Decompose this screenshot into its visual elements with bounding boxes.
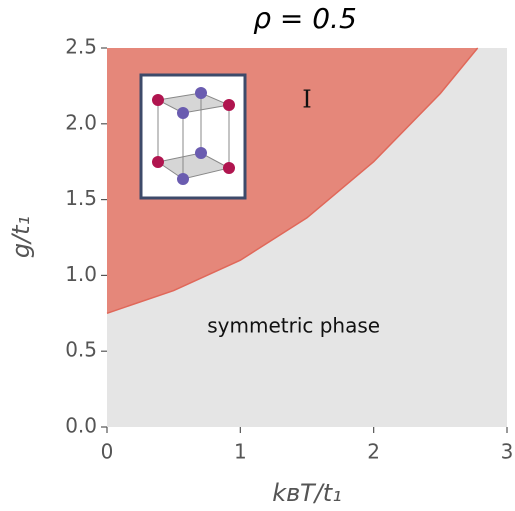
- y-tick-label: 2.0: [65, 110, 97, 134]
- x-tick-label: 3: [501, 440, 514, 464]
- chart-title: ρ = 0.5: [253, 2, 357, 35]
- x-tick-label: 2: [367, 440, 380, 464]
- crystal-inset: [139, 73, 247, 200]
- plot-area: [106, 47, 507, 427]
- y-tick-label: 0.5: [65, 338, 97, 362]
- y-tick-label: 2.5: [65, 35, 97, 59]
- y-tick-label: 1.0: [65, 262, 97, 286]
- x-tick-label: 0: [101, 440, 114, 464]
- annotation: I: [302, 86, 311, 114]
- x-axis-label: kʙT/t₁: [272, 479, 342, 507]
- y-axis-label: g/t₁: [7, 216, 35, 258]
- annotation: symmetric phase: [207, 313, 380, 337]
- phase-boundary: [106, 47, 479, 315]
- x-tick-label: 1: [234, 440, 247, 464]
- y-tick-label: 1.5: [65, 186, 97, 210]
- y-tick-label: 0.0: [65, 414, 97, 438]
